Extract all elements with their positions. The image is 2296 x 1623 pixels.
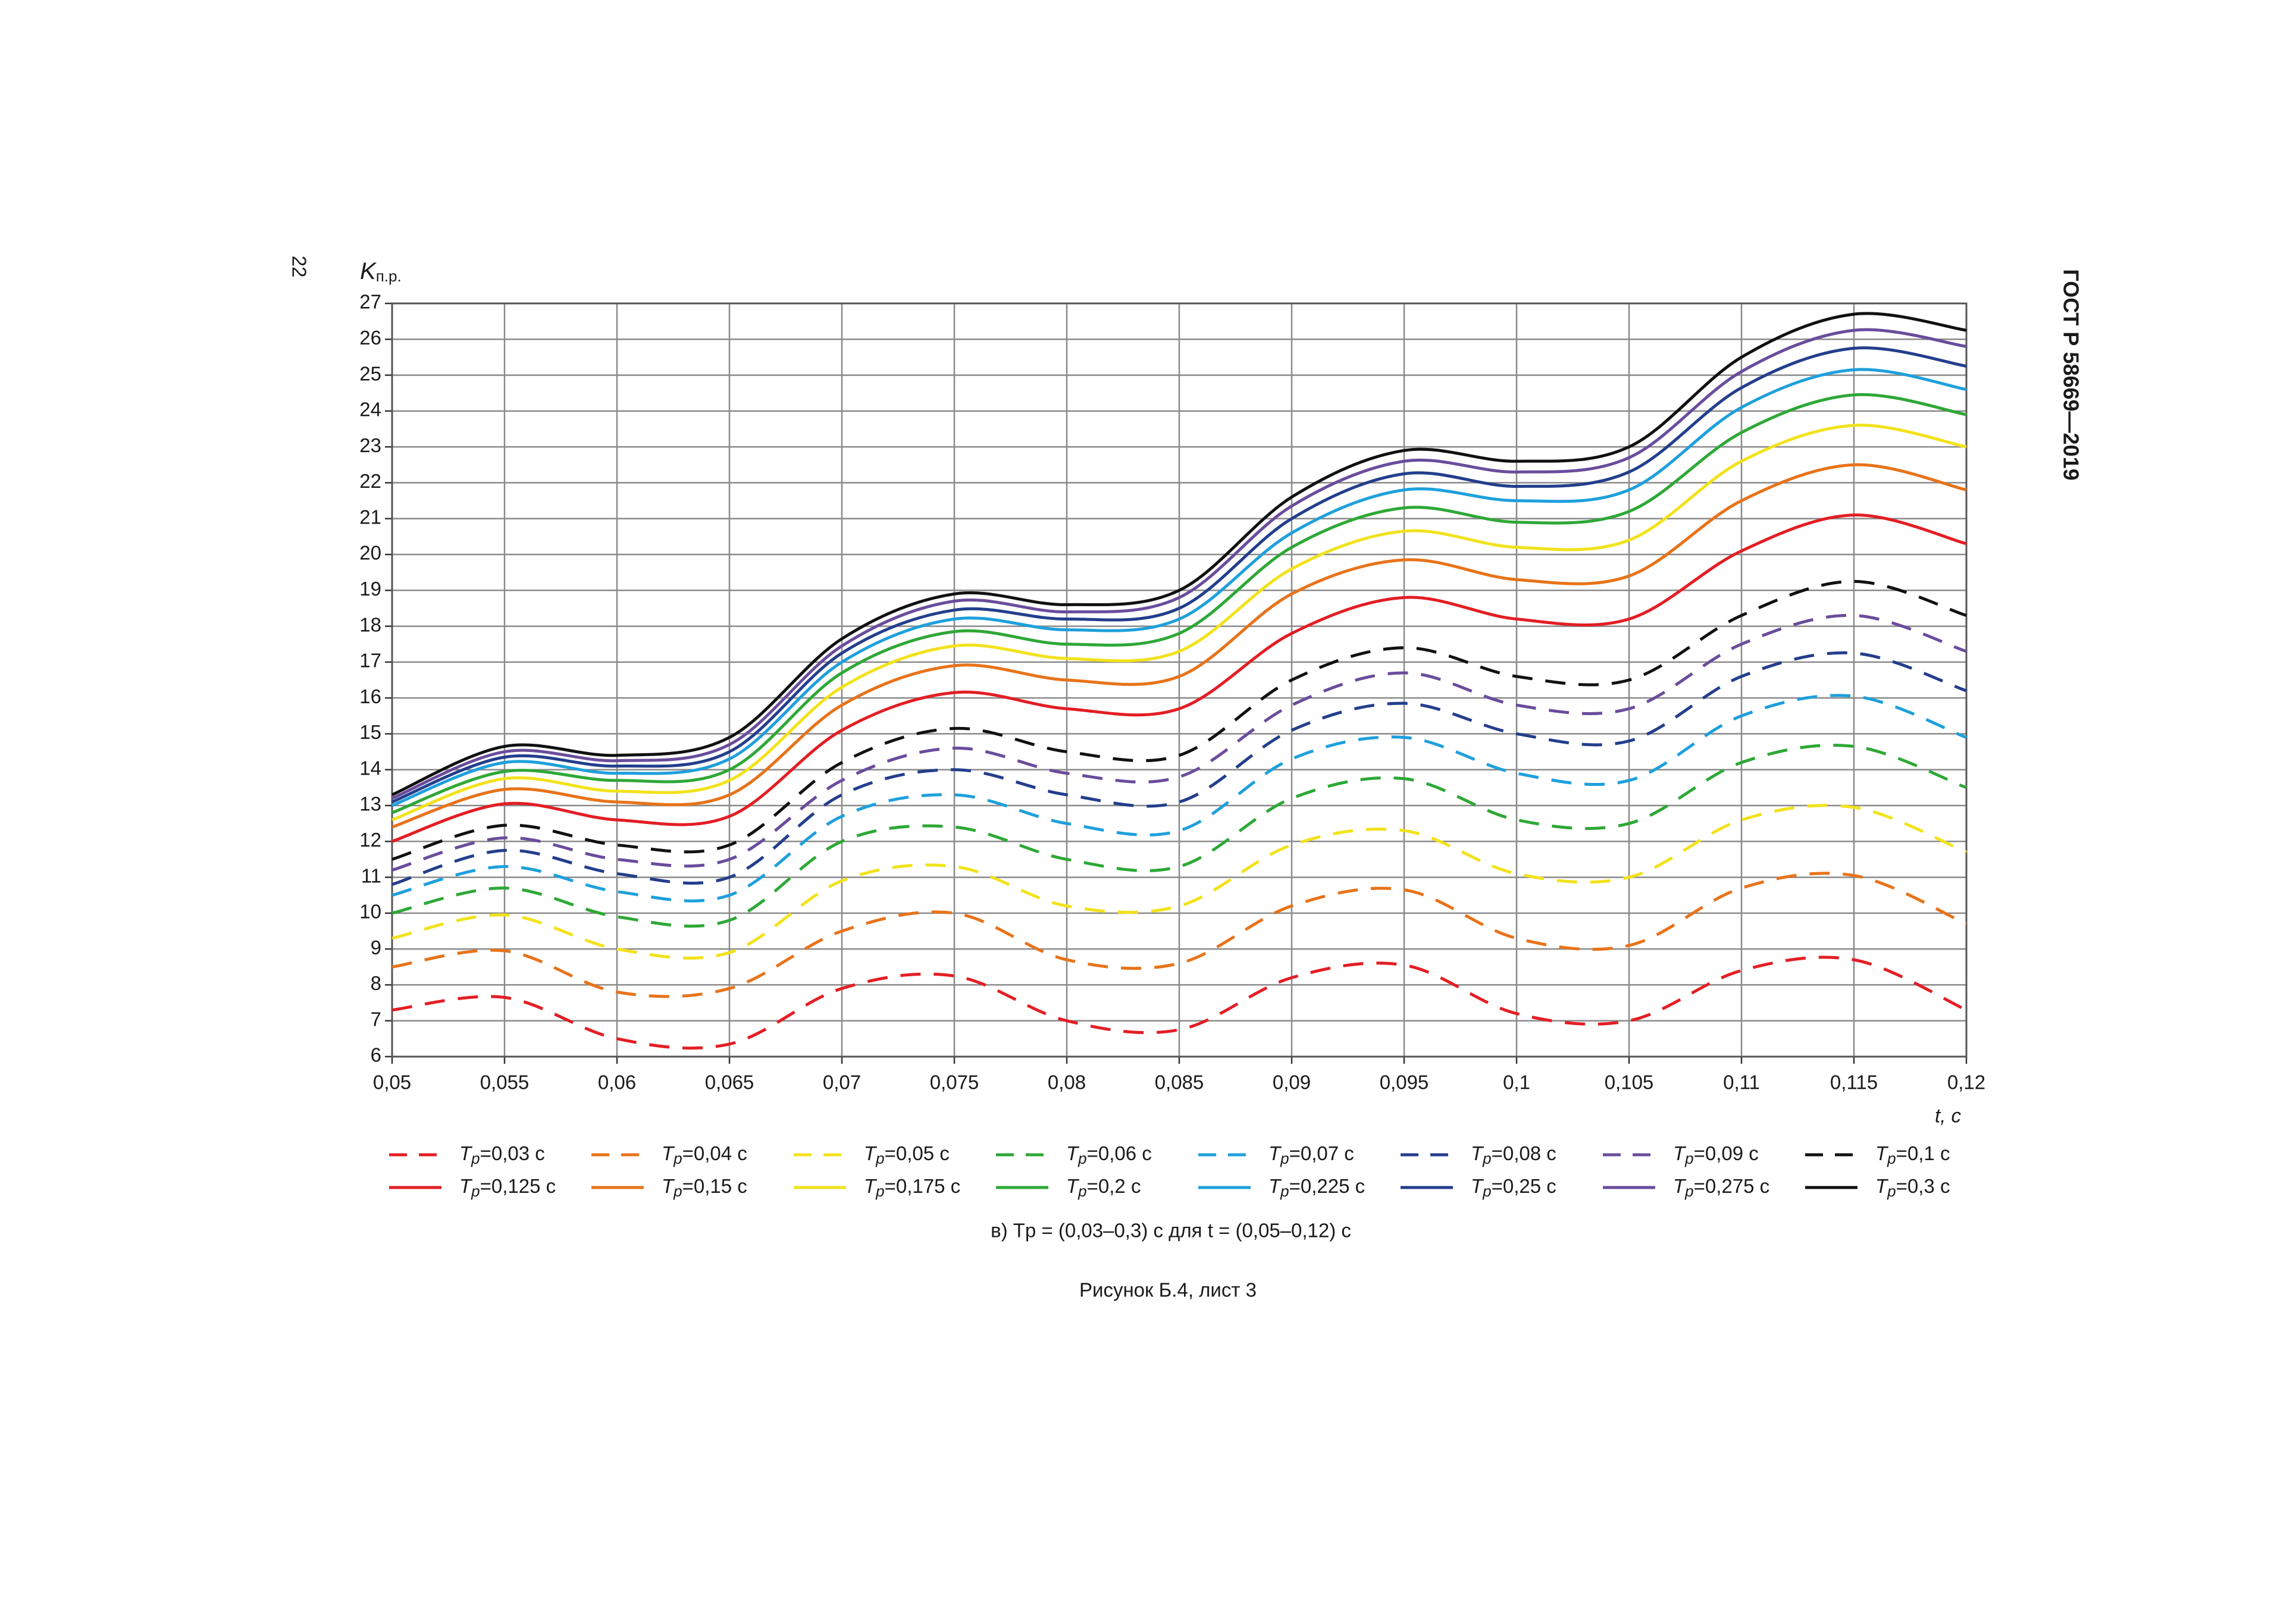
legend-label: Tp=0,3 с [1875, 1175, 1950, 1200]
y-tick-label: 11 [361, 864, 381, 886]
legend-label: Tp=0,06 с [1066, 1142, 1152, 1167]
x-tick-label: 0,085 [1155, 1071, 1204, 1094]
legend-label: Tp=0,03 с [459, 1142, 545, 1167]
legend-label: Tp=0,08 с [1471, 1142, 1556, 1167]
y-tick-label: 17 [359, 650, 381, 672]
x-tick-label: 0,065 [705, 1071, 754, 1094]
series-line [391, 393, 1967, 814]
y-tick-label: 6 [371, 1044, 381, 1066]
series-line [391, 368, 1967, 807]
x-tick-label: 0,095 [1380, 1071, 1429, 1094]
x-tick-label: 0,09 [1273, 1071, 1311, 1094]
y-tick-label: 9 [371, 936, 381, 958]
y-tick-label: 14 [359, 757, 381, 779]
page-number: 22 [288, 256, 310, 278]
y-tick-label: 21 [359, 506, 381, 528]
series-line [391, 579, 1967, 861]
legend-label: Tp=0,04 с [662, 1142, 747, 1167]
series-line [391, 328, 1967, 800]
x-tick-label: 0,08 [1048, 1071, 1086, 1094]
y-tick-label: 16 [359, 685, 381, 707]
y-tick-label: 22 [359, 470, 381, 492]
series-line [391, 613, 1967, 872]
y-tick-label: 10 [359, 901, 381, 923]
plot-frame [391, 302, 1968, 1058]
x-tick-label: 0,075 [930, 1071, 979, 1094]
x-tick-label: 0,06 [598, 1071, 636, 1094]
series-line [391, 346, 1967, 804]
y-tick-label: 25 [359, 362, 381, 384]
y-tick-label: 27 [359, 291, 381, 313]
standard-id: ГОСТ Р 58669—2019 [2059, 269, 2083, 480]
legend-label: Tp=0,07 с [1268, 1142, 1354, 1167]
y-tick-label: 23 [359, 434, 381, 456]
legend-label: Tp=0,05 с [864, 1142, 950, 1167]
y-tick-label: 20 [359, 542, 381, 564]
x-tick-label: 0,12 [1947, 1071, 1985, 1094]
x-tick-label: 0,1 [1503, 1071, 1530, 1094]
x-tick-label: 0,07 [823, 1071, 861, 1094]
y-tick-label: 26 [359, 327, 381, 349]
y-tick-label: 19 [359, 578, 381, 600]
series-line [391, 312, 1967, 797]
series-line [391, 513, 1967, 843]
figure-title: Рисунок Б.4, лист 3 [1079, 1279, 1257, 1301]
legend-label: Tp=0,2 с [1066, 1175, 1141, 1200]
x-tick-label: 0,115 [1830, 1071, 1878, 1094]
x-tick-label: 0,05 [373, 1071, 411, 1094]
legend-label: Tp=0,15 с [662, 1175, 747, 1200]
y-tick-label: 18 [359, 613, 381, 635]
x-tick-label: 0,11 [1723, 1071, 1760, 1094]
series-line [391, 424, 1967, 822]
series-line [391, 651, 1967, 886]
y-tick-label: 8 [371, 972, 381, 994]
legend-label: Tp=0,25 с [1471, 1175, 1556, 1200]
series-line [391, 872, 1967, 998]
x-tick-label: 0,055 [480, 1071, 530, 1094]
y-tick-label: 7 [371, 1008, 381, 1030]
y-tick-label: 15 [359, 721, 381, 743]
legend-label: Tp=0,09 с [1673, 1142, 1759, 1167]
legend-label: Tp=0,125 с [459, 1175, 556, 1200]
x-axis-label: t, с [1935, 1105, 1962, 1127]
y-axis-label: Kп.р. [360, 258, 402, 285]
legend-label: Tp=0,225 с [1268, 1175, 1365, 1200]
series-line [391, 694, 1967, 903]
legend-label: Tp=0,275 с [1673, 1175, 1769, 1200]
series-line [391, 463, 1967, 829]
series-line [391, 955, 1968, 1050]
y-tick-label: 24 [359, 399, 381, 421]
y-tick-label: 13 [359, 793, 381, 815]
y-tick-label: 12 [359, 829, 381, 851]
caption: в) Tp = (0,03–0,3) с для t = (0,05–0,12)… [991, 1220, 1351, 1242]
x-tick-label: 0,105 [1605, 1071, 1654, 1094]
legend-label: Tp=0,175 с [864, 1175, 960, 1200]
legend-label: Tp=0,1 с [1875, 1142, 1950, 1167]
